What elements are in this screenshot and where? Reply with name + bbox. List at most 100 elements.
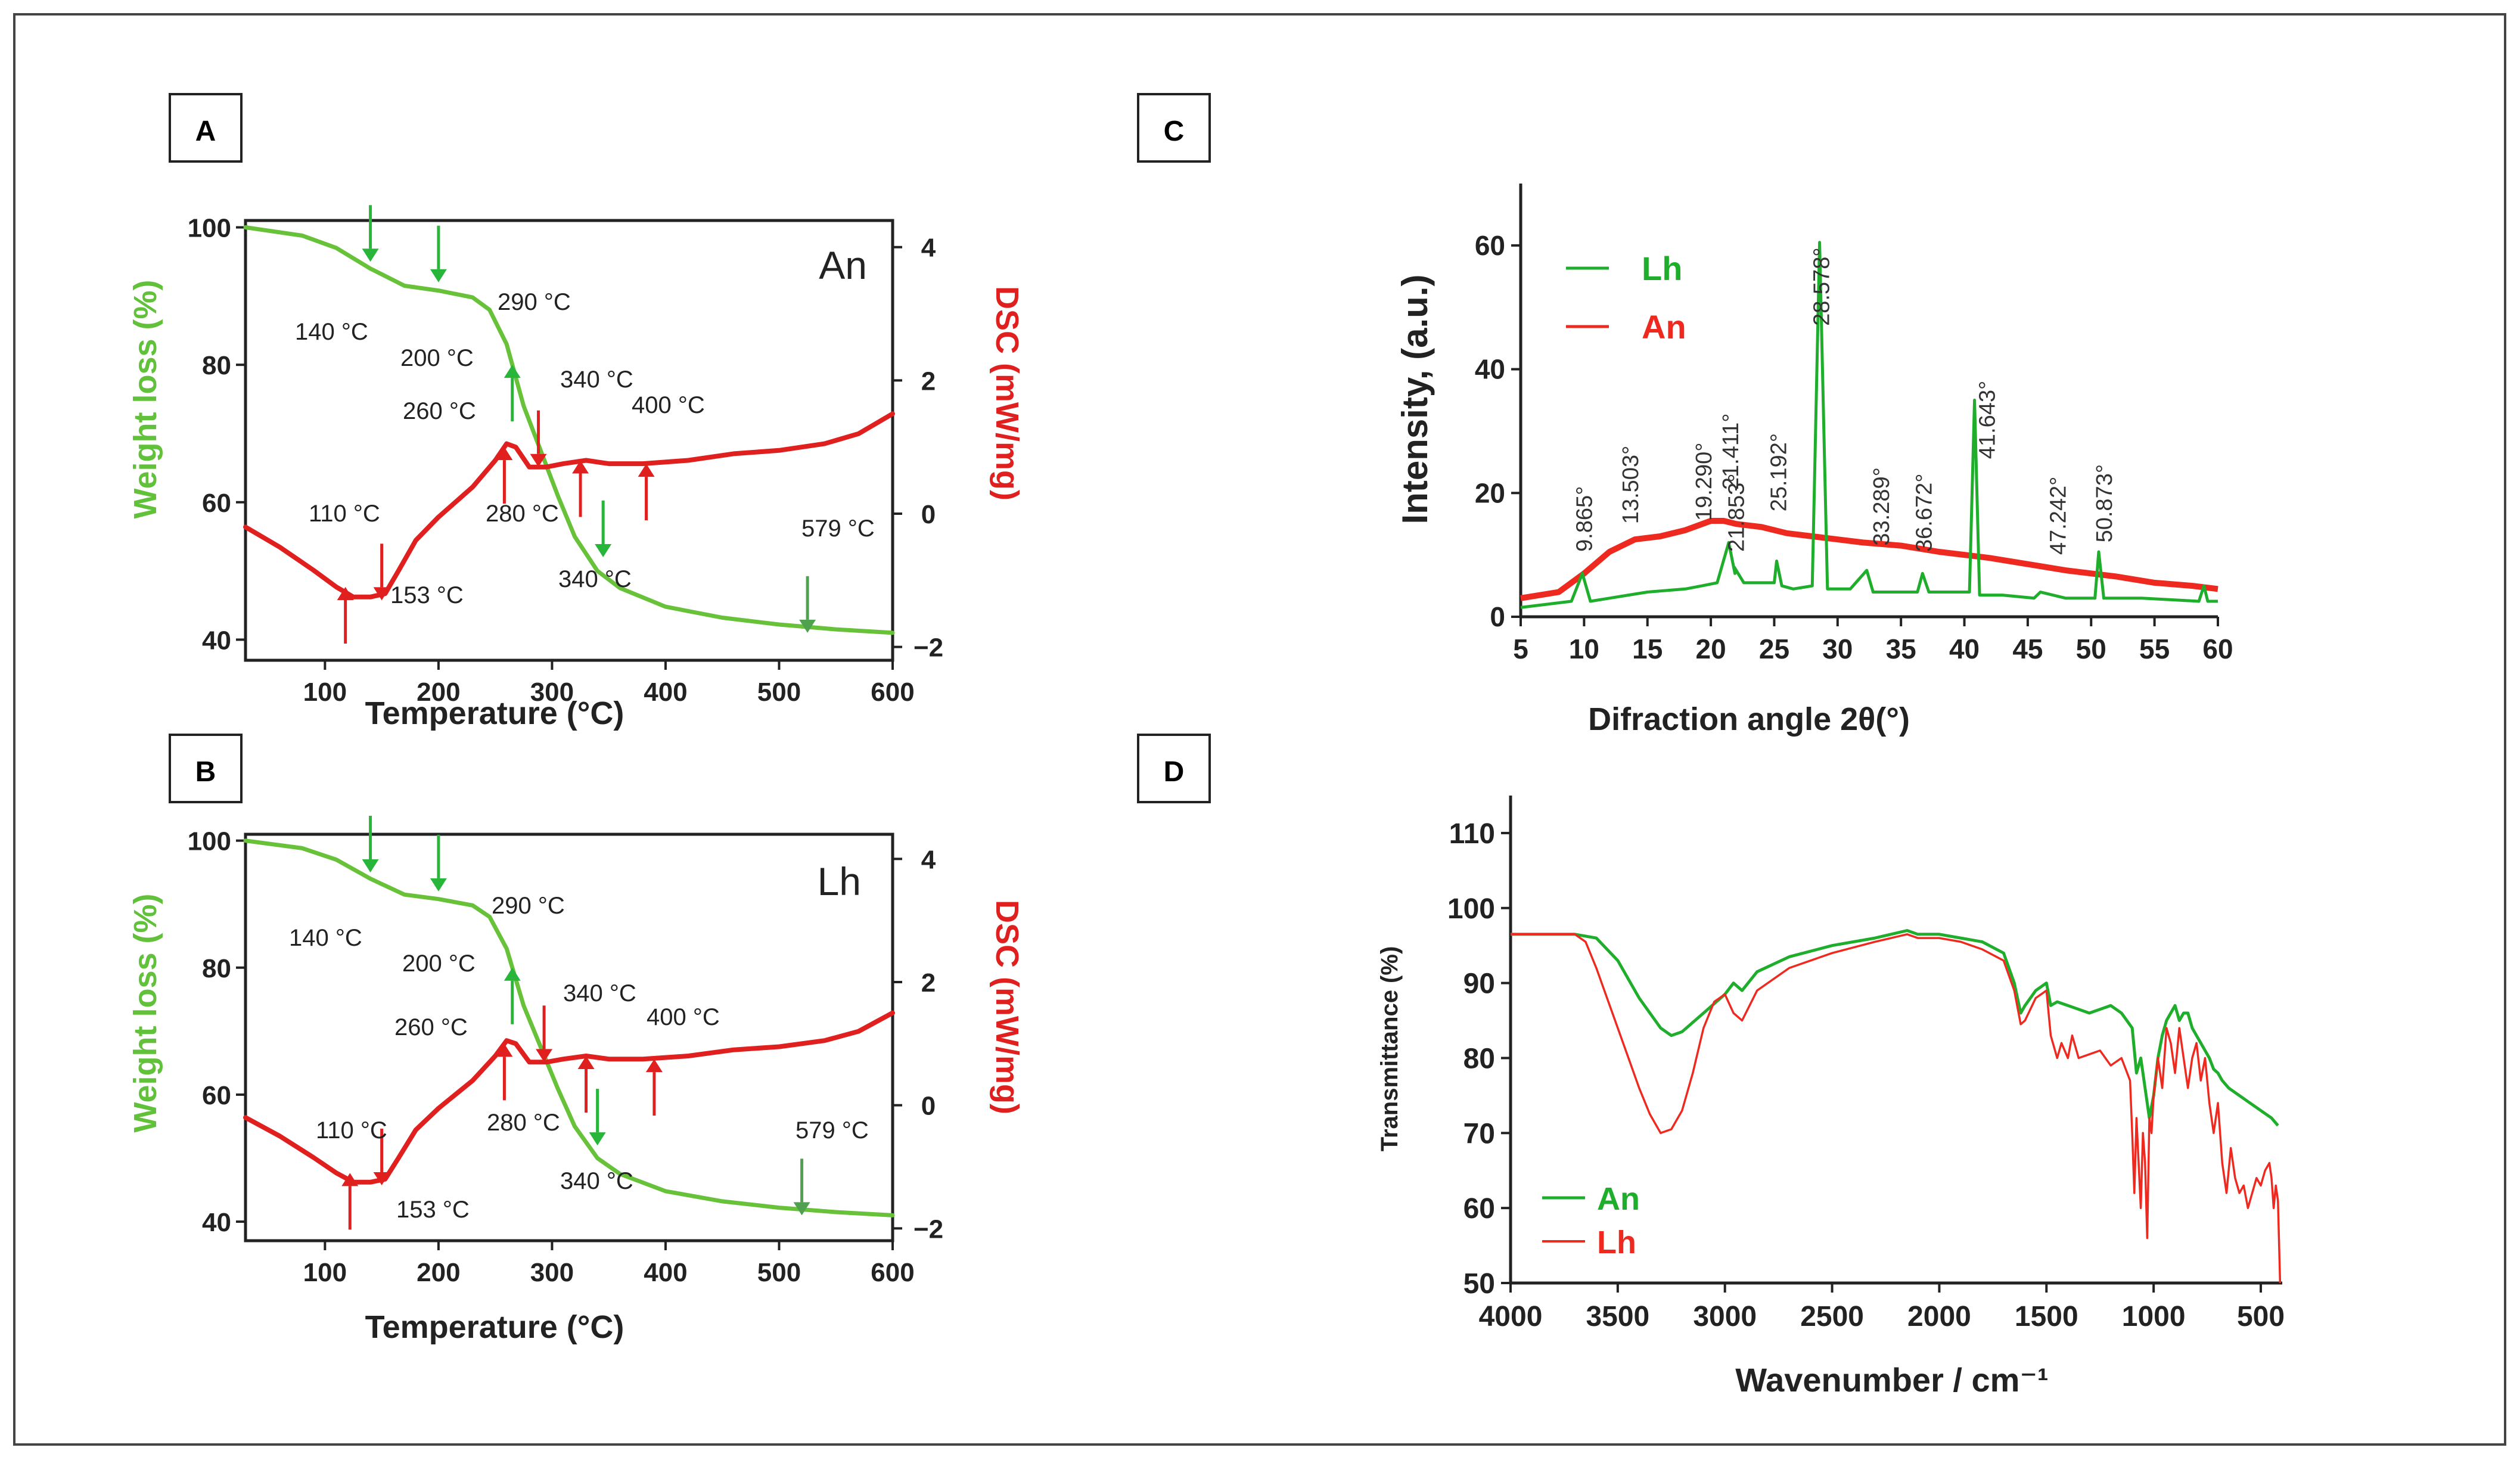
- legend-d: An Lh: [1542, 1181, 1640, 1260]
- x-tick-label-200: 200: [417, 1258, 460, 1287]
- y2-tick-label-0: 0: [921, 500, 936, 529]
- y-tick-label-100: 100: [1447, 893, 1495, 925]
- x-tick-label-60: 60: [2202, 633, 2233, 664]
- x-tick-label-4000: 4000: [1479, 1301, 1543, 1332]
- svg-text:D: D: [1164, 756, 1185, 788]
- annotation-label: 260 °C: [394, 1014, 468, 1040]
- y-tick-label-100: 100: [188, 214, 231, 243]
- annotation-arrow-head: [793, 1202, 810, 1216]
- y2-tick-label-4: 4: [921, 234, 936, 263]
- x-axis-title-c: Difraction angle 2θ(°): [1588, 701, 1910, 737]
- y-tick-label-40: 40: [1475, 354, 1505, 385]
- series-line-dsc: [243, 411, 895, 599]
- x-tick-label-45: 45: [2012, 633, 2043, 664]
- panel-label-d: D: [1137, 734, 1211, 803]
- legend-label-an: An: [1642, 308, 1686, 346]
- annotation-arrow-head: [373, 587, 390, 601]
- annotation-label: 110 °C: [316, 1117, 387, 1144]
- series-line-lh: [1520, 241, 2218, 609]
- annotation-arrow-head: [638, 464, 655, 477]
- y-tick-label-110: 110: [1449, 818, 1495, 850]
- peak-label: 19.290°: [1692, 443, 1717, 521]
- x-tick-label-100: 100: [303, 1258, 347, 1287]
- annotation-arrow-head: [572, 460, 589, 474]
- annotation-label: 110 °C: [309, 501, 380, 527]
- annotation-label: 340 °C: [563, 980, 636, 1007]
- svg-text:A: A: [195, 116, 216, 147]
- annotation-arrow-head: [589, 1132, 606, 1146]
- inset-label-lh: Lh: [818, 859, 861, 903]
- y2-tick-label--2: −2: [913, 1214, 943, 1244]
- chart-panel-c: 5 10 15 20 25 30 35 40 45 50 55 60 0 20 40 60 9.865° 13.5…: [1395, 184, 2233, 737]
- y-tick-label-100: 100: [188, 827, 231, 856]
- series-line-tg: [243, 225, 895, 635]
- annotation-label: 260 °C: [403, 398, 476, 424]
- peak-label: 33.289°: [1869, 467, 1894, 545]
- x-tick-label-40: 40: [1949, 633, 1980, 664]
- x-tick-label-20: 20: [1696, 633, 1726, 664]
- y-tick-label-80: 80: [202, 351, 231, 380]
- annotation-label: 140 °C: [289, 925, 362, 951]
- y2-tick-label-0: 0: [921, 1092, 936, 1121]
- plot-frame-b: [244, 832, 894, 1242]
- x-axis-title-b: Temperature (°C): [365, 1309, 624, 1345]
- annotation-label: 579 °C: [796, 1117, 869, 1144]
- x-tick-label-5: 5: [1513, 633, 1528, 664]
- annotation-arrow-head: [362, 859, 379, 872]
- x-tick-label-500: 500: [757, 1258, 801, 1287]
- panel-label-c: C: [1137, 93, 1211, 163]
- x-tick-label-3000: 3000: [1693, 1301, 1757, 1332]
- peak-label: 41.643°: [1975, 381, 2000, 459]
- x-tick-label-600: 600: [871, 678, 914, 707]
- x-tick-label-10: 10: [1569, 633, 1599, 664]
- y-axis-title-d: Transmittance (%): [1376, 946, 1403, 1152]
- x-tick-label-1500: 1500: [2015, 1301, 2078, 1332]
- annotation-label: 153 °C: [396, 1197, 470, 1223]
- tga-dsc-plot-b: 100 200 300 400 500 600 40 60 80 100 −2 0 2 4 140 °C 20…: [188, 815, 943, 1287]
- annotation-arrow-head: [530, 453, 547, 467]
- y-axis-title-a: Weight loss (%): [128, 279, 163, 518]
- annotation-arrow-head: [504, 967, 521, 981]
- annotation-label: 340 °C: [560, 1168, 633, 1194]
- y-tick-label-60: 60: [202, 1081, 231, 1110]
- annotation-arrow-head: [430, 878, 447, 891]
- annotation-label: 140 °C: [295, 319, 368, 345]
- peak-label: 28.578°: [1810, 247, 1835, 325]
- chart-panel-a: 100 200 300 400 500 600 40 60 80 100 −2 0 2 4 140 °C 20…: [128, 205, 1025, 731]
- series-line-lh: [1511, 933, 2282, 1284]
- annotation-arrow-head: [595, 544, 612, 558]
- y2-tick-label-2: 2: [921, 968, 936, 998]
- y-tick-label-0: 0: [1490, 601, 1505, 632]
- ftir-plot: 4000 3500 3000 2500 2000 1500 1000 500 50 60 70 80 9…: [1447, 796, 2285, 1332]
- plot-frame-a: [244, 219, 894, 662]
- peak-label: 9.865°: [1573, 486, 1598, 552]
- annotation-arrow-head: [430, 269, 447, 282]
- y2-axis-title-a: DSC (mW/mg): [989, 286, 1025, 501]
- y-tick-label-60: 60: [202, 489, 231, 518]
- y-tick-label-20: 20: [1475, 477, 1505, 508]
- annotation-label: 400 °C: [647, 1004, 720, 1030]
- annotation-label: 280 °C: [487, 1110, 560, 1136]
- x-tick-label-50: 50: [2076, 633, 2106, 664]
- y-axis-title-c: Intensity, (a.u.): [1395, 275, 1435, 524]
- annotation-label: 340 °C: [560, 366, 633, 393]
- x-tick-label-300: 300: [530, 678, 574, 707]
- annotation-label: 290 °C: [498, 289, 571, 315]
- annotation-arrow-head: [577, 1056, 595, 1069]
- x-tick-label-300: 300: [530, 1258, 574, 1287]
- annotation-label: 290 °C: [492, 893, 565, 919]
- x-tick-label-2500: 2500: [1800, 1301, 1864, 1332]
- y-tick-label-60: 60: [1475, 230, 1505, 261]
- peak-label: 21.853°: [1724, 474, 1750, 552]
- annotation-arrow-head: [362, 248, 379, 262]
- y-tick-label-70: 70: [1463, 1118, 1495, 1150]
- y-tick-label-40: 40: [202, 626, 231, 655]
- annotation-arrow-head: [373, 1172, 390, 1185]
- annotation-arrow-head: [645, 1059, 663, 1073]
- series-line-an: [1511, 929, 2279, 1127]
- x-tick-label-400: 400: [644, 678, 687, 707]
- x-tick-label-55: 55: [2139, 633, 2170, 664]
- legend-label-lh: Lh: [1642, 250, 1682, 287]
- x-axis-title-a: Temperature (°C): [365, 695, 624, 731]
